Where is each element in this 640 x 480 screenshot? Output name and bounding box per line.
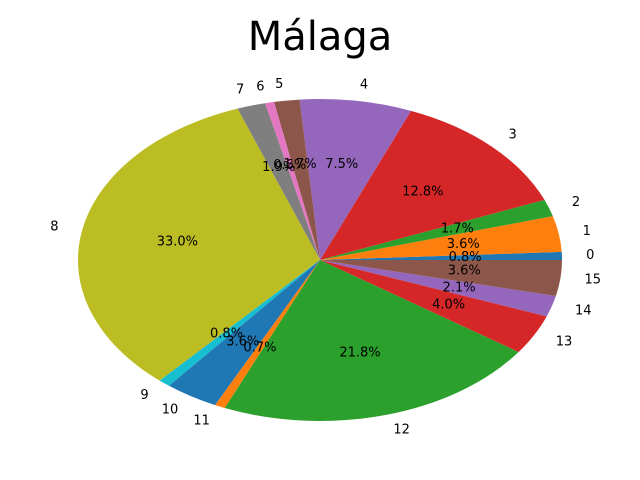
slice-percent-15: 3.6% (448, 263, 481, 278)
slice-label-0: 0 (586, 248, 594, 263)
slice-percent-6: 0.6% (273, 158, 306, 173)
slice-percent-2: 1.7% (441, 221, 474, 236)
slice-percent-5: 1.7% (284, 157, 317, 172)
slice-label-3: 3 (509, 127, 517, 142)
slice-label-5: 5 (275, 77, 283, 92)
slice-label-12: 12 (393, 423, 410, 438)
slice-percent-3: 12.8% (402, 184, 443, 199)
pie-slice-11 (215, 260, 320, 409)
pie-slices (78, 99, 562, 422)
slice-label-13: 13 (556, 335, 573, 350)
pie-slice-9 (159, 260, 320, 386)
slice-label-15: 15 (585, 272, 602, 287)
slice-label-11: 11 (193, 414, 210, 429)
pie-slice-2 (320, 199, 553, 260)
pie-slice-14 (320, 260, 556, 317)
pie-slice-4 (299, 99, 412, 260)
pie-slice-10 (168, 260, 320, 406)
slice-percent-12: 21.8% (339, 345, 380, 360)
pie-percent-labels: 0.8%3.6%1.7%12.8%7.5%1.7%0.6%1.9%33.0%0.… (157, 157, 482, 361)
slice-percent-0: 0.8% (449, 250, 482, 265)
slice-percent-7: 1.9% (262, 160, 295, 175)
pie-slice-5 (273, 99, 320, 260)
pie-slice-15 (320, 260, 562, 297)
slice-percent-14: 2.1% (443, 280, 476, 295)
slice-percent-4: 7.5% (325, 157, 358, 172)
slice-percent-13: 4.0% (432, 297, 465, 312)
slice-percent-1: 3.6% (447, 237, 480, 252)
pie-slice-7 (237, 103, 320, 261)
slice-percent-9: 0.8% (210, 326, 243, 341)
pie-slice-3 (320, 110, 545, 260)
chart-title: Málaga (248, 14, 393, 60)
pie-slice-6 (265, 101, 320, 260)
slice-percent-8: 33.0% (157, 234, 198, 249)
slice-label-10: 10 (162, 402, 179, 417)
slice-label-7: 7 (236, 83, 244, 98)
pie-slice-13 (320, 260, 547, 353)
pie-slice-12 (224, 260, 519, 422)
pie-slice-1 (320, 216, 562, 260)
slice-percent-10: 3.6% (226, 334, 259, 349)
slice-label-1: 1 (583, 224, 591, 239)
slice-label-2: 2 (572, 195, 580, 210)
slice-label-14: 14 (575, 303, 592, 318)
slice-percent-11: 0.7% (243, 340, 276, 355)
slice-label-8: 8 (50, 219, 58, 234)
slice-label-4: 4 (360, 77, 368, 92)
slice-label-6: 6 (256, 79, 264, 94)
pie-slice-0 (320, 251, 562, 260)
pie-slice-8 (78, 108, 321, 381)
slice-label-9: 9 (140, 388, 148, 403)
